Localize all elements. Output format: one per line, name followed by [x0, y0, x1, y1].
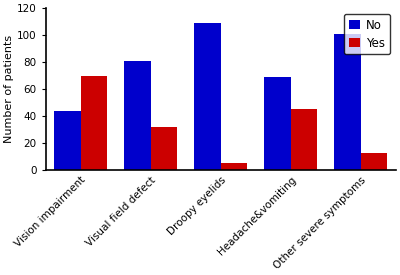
Bar: [54, 111, 81, 170]
Bar: [81, 76, 107, 170]
Bar: [151, 127, 177, 170]
Bar: [334, 34, 361, 170]
Bar: [124, 61, 151, 170]
Y-axis label: Number of patients: Number of patients: [4, 35, 14, 143]
Bar: [264, 77, 291, 170]
Bar: [291, 109, 318, 170]
Bar: [221, 163, 247, 170]
Bar: [194, 23, 221, 170]
Bar: [361, 153, 388, 170]
Legend: No, Yes: No, Yes: [344, 14, 390, 54]
